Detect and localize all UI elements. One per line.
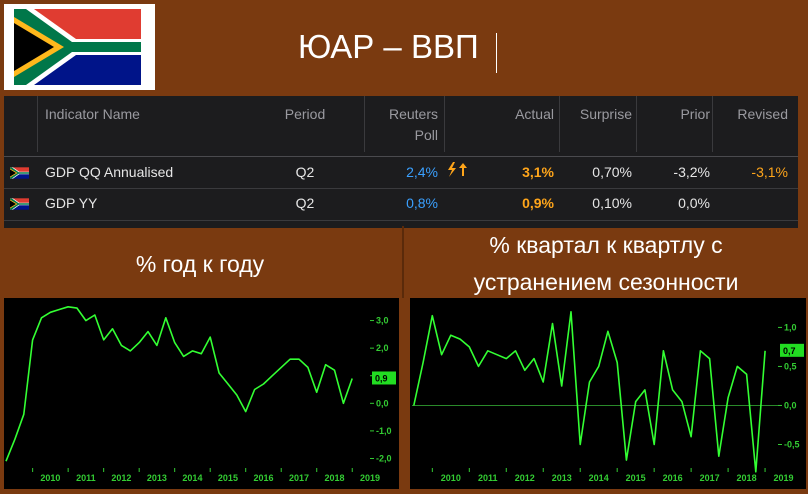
x-tick-label: 2015 [218, 473, 238, 483]
y-tick-label: 2,0 [376, 343, 389, 353]
south-africa-flag-icon [14, 9, 141, 85]
yoy-chart: 3,02,01,00,0-1,0-2,020102011201220132014… [4, 298, 399, 489]
revised-value: -3,1% [751, 164, 788, 180]
page-title: ЮАР – ВВП [298, 28, 479, 65]
x-tick-label: 2012 [111, 473, 131, 483]
col-header-indicator: Indicator Name [45, 106, 140, 122]
column-divider [636, 96, 637, 152]
col-header-revised: Revised [737, 106, 788, 122]
x-tick-label: 2017 [700, 473, 720, 483]
x-tick-label: 2013 [552, 473, 572, 483]
surprise-value: 0,10% [592, 195, 632, 211]
lightning-up-arrow-icon [448, 162, 467, 177]
south-africa-flag-icon [10, 198, 29, 210]
reuters-poll-value: 2,4% [406, 164, 438, 180]
actual-value: 3,1% [522, 164, 554, 180]
x-tick-label: 2010 [40, 473, 60, 483]
x-tick-label: 2018 [324, 473, 344, 483]
col-header-actual: Actual [515, 106, 554, 122]
col-header-surprise: Surprise [579, 106, 632, 122]
column-divider [444, 96, 445, 152]
x-tick-label: 2015 [626, 473, 646, 483]
series-line [5, 306, 353, 462]
qoq-chart-svg: 1,0 0,5 0,0 -0,5 2010 2011 2012 2013 2014 2015 201… [412, 311, 804, 483]
x-tick-label: 2016 [253, 473, 273, 483]
flag-frame [4, 4, 155, 90]
row-divider [4, 220, 798, 221]
text-cursor [496, 33, 497, 73]
x-tick-label: 2019 [774, 473, 794, 483]
x-tick-label: 2019 [360, 473, 380, 483]
yoy-chart-svg: 3,02,01,00,0-1,0-2,020102011201220132014… [5, 306, 396, 483]
right-chart-caption-line1: % квартал к квартлу с [489, 232, 723, 258]
y-tick-label: 0,0 [784, 400, 797, 410]
indicator-name: GDP YY [45, 195, 98, 211]
y-tick-label: -0,5 [784, 439, 800, 449]
x-tick-label: 2016 [663, 473, 683, 483]
y-tick-label: 0,5 [784, 361, 797, 371]
x-tick-label: 2014 [182, 473, 202, 483]
x-tick-label: 2011 [76, 473, 96, 483]
last-value-label: 0,7 [783, 346, 796, 356]
indicator-table: Indicator Name Period Reuters Poll Actua… [4, 96, 798, 228]
last-value-badge [780, 343, 804, 357]
series-line [413, 311, 766, 473]
surprise-value: 0,70% [592, 164, 632, 180]
y-tick-label: 1,0 [784, 322, 797, 332]
x-tick-label: 2014 [589, 473, 609, 483]
period-value: Q2 [295, 195, 315, 211]
x-tick-label: 2011 [478, 473, 498, 483]
row-divider [4, 188, 798, 189]
header-divider [4, 156, 798, 157]
column-divider [37, 96, 38, 152]
right-chart-caption-line2: устранением сезонности [473, 269, 739, 295]
caption-divider [402, 226, 404, 298]
y-tick-label: 3,0 [376, 316, 389, 326]
prior-value: -3,2% [673, 164, 710, 180]
col-header-reuters-poll: Reuters Poll [388, 106, 438, 143]
column-divider [559, 96, 560, 152]
south-africa-flag-icon [10, 167, 29, 179]
y-tick-label: -2,0 [376, 453, 392, 463]
period-value: Q2 [295, 164, 315, 180]
x-tick-label: 2017 [289, 473, 309, 483]
actual-value: 0,9% [522, 195, 554, 211]
last-value-badge [372, 371, 396, 385]
prior-value: 0,0% [678, 195, 710, 211]
table-row[interactable]: GDP YY Q2 0,8% 0,9% 0,10% 0,0% [4, 191, 798, 219]
x-tick-label: 2013 [147, 473, 167, 483]
left-chart-caption: % год к году [135, 251, 265, 277]
indicator-name: GDP QQ Annualised [45, 164, 174, 180]
y-tick-label: -1,0 [376, 426, 392, 436]
x-tick-label: 2018 [737, 473, 757, 483]
y-tick-label: 0,0 [376, 398, 389, 408]
column-divider [364, 96, 365, 152]
x-tick-label: 2010 [441, 473, 461, 483]
reuters-poll-value: 0,8% [406, 195, 438, 211]
qoq-chart: 1,0 0,5 0,0 -0,5 2010 2011 2012 2013 2014 2015 201… [410, 298, 806, 489]
column-divider [712, 96, 713, 152]
col-header-period: Period [284, 106, 326, 122]
last-value-label: 0,9 [375, 373, 388, 383]
table-row[interactable]: GDP QQ Annualised Q2 2,4% 3,1% 0,70% -3,… [4, 159, 798, 187]
x-tick-label: 2012 [515, 473, 535, 483]
col-header-prior: Prior [680, 106, 710, 122]
